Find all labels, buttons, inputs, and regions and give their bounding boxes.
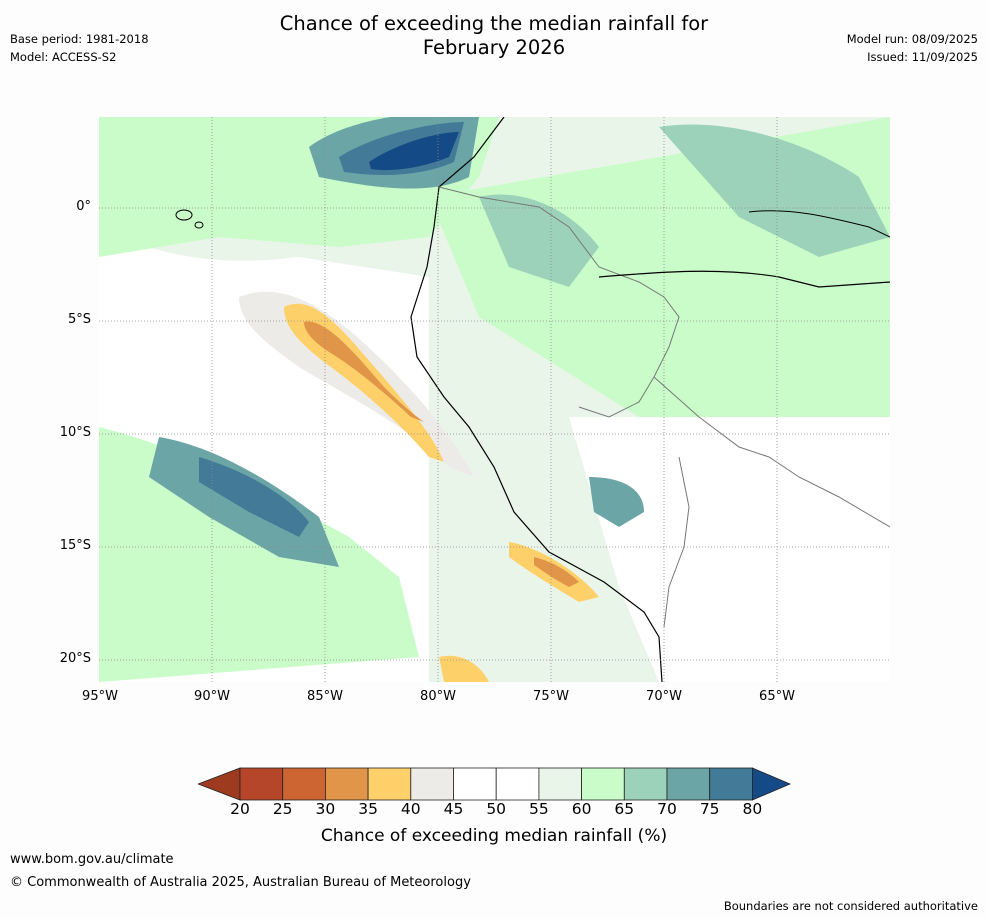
colorbar-tick-50: 50 xyxy=(486,800,507,818)
southwest-blue-core xyxy=(199,457,309,537)
colorbar-arrow-low xyxy=(198,767,241,801)
colorbar-tick-55: 55 xyxy=(529,800,549,818)
colorbar-tick-60: 60 xyxy=(571,800,592,818)
colorbar-cell-45 xyxy=(453,767,497,801)
colorbar-cell-20 xyxy=(239,767,284,801)
lon-label-70w: 70°W xyxy=(646,689,682,704)
copyright-text: © Commonwealth of Australia 2025, Austra… xyxy=(10,875,471,890)
colorbar-cell-70 xyxy=(666,767,711,801)
colorbar-cell-75 xyxy=(709,767,753,801)
lon-label-65w: 65°W xyxy=(759,689,795,704)
lat-label-0: 0° xyxy=(76,199,91,214)
north-blue-core xyxy=(369,132,459,171)
lat-label-20s: 20°S xyxy=(59,651,91,666)
galapagos-island xyxy=(175,209,193,221)
map-title: Chance of exceeding the median rainfall … xyxy=(0,12,988,60)
colorbar-cell-35 xyxy=(367,767,412,801)
altiplano-white xyxy=(569,417,890,682)
colorbar-tick-70: 70 xyxy=(657,800,677,818)
colorbar-cell-65 xyxy=(623,767,668,801)
country-border-east xyxy=(653,376,890,528)
colorbar-tick-20: 20 xyxy=(230,800,250,818)
base-period: Base period: 1981-2018 xyxy=(10,32,149,46)
colorbar-tick-45: 45 xyxy=(443,800,464,818)
colorbar-cell-40 xyxy=(410,767,454,801)
lon-label-85w: 85°W xyxy=(307,689,343,704)
far-south-dry xyxy=(439,655,489,682)
disclaimer-text: Boundaries are not considered authoritat… xyxy=(723,899,978,913)
graticule xyxy=(99,117,890,682)
lat-label-10s: 10°S xyxy=(59,425,91,440)
rainfall-map xyxy=(99,117,890,682)
colorbar-tick-65: 65 xyxy=(614,800,635,818)
colorbar-arrow-high xyxy=(752,767,792,801)
coastline xyxy=(410,117,663,682)
colorbar-tick-40: 40 xyxy=(400,800,421,818)
lon-label-90w: 90°W xyxy=(194,689,230,704)
lon-label-80w: 80°W xyxy=(420,689,456,704)
lat-label-5s: 5°S xyxy=(67,312,91,327)
model-run: Model run: 08/09/2025 xyxy=(846,32,978,46)
colorbar-cell-55 xyxy=(538,767,582,801)
amazon-river xyxy=(598,270,890,288)
colorbar-cell-50 xyxy=(495,767,540,801)
colorbar-tick-80: 80 xyxy=(742,800,763,818)
colorbar-tick-25: 25 xyxy=(272,800,293,818)
meta-left: Base period: 1981-2018 Model: ACCESS-S2 xyxy=(10,30,149,66)
colorbar-tick-35: 35 xyxy=(358,800,378,818)
altiplano-blue xyxy=(589,477,644,527)
colorbar-tick-30: 30 xyxy=(315,800,336,818)
lat-label-15s: 15°S xyxy=(59,538,91,553)
model-name: Model: ACCESS-S2 xyxy=(10,50,117,64)
galapagos-islet xyxy=(194,221,204,229)
lon-label-75w: 75°W xyxy=(533,689,569,704)
meta-right: Model run: 08/09/2025 Issued: 11/09/2025 xyxy=(847,30,978,66)
colorbar xyxy=(198,767,792,801)
coastal-dry-core xyxy=(304,321,424,422)
south-coast-dry-core xyxy=(534,557,579,587)
issued-date: Issued: 11/09/2025 xyxy=(867,50,978,64)
northeast-teal xyxy=(659,124,890,257)
map-panel xyxy=(99,117,890,682)
equator-teal xyxy=(479,194,599,287)
river-north xyxy=(748,210,890,238)
title-line-2: February 2026 xyxy=(422,36,566,59)
colorbar-cell-25 xyxy=(282,767,326,801)
colorbar-tick-75: 75 xyxy=(699,800,720,818)
lon-label-95w: 95°W xyxy=(82,689,118,704)
colorbar-label: Chance of exceeding median rainfall (%) xyxy=(320,826,668,846)
colorbar-cell-30 xyxy=(325,767,369,801)
website-link[interactable]: www.bom.gov.au/climate xyxy=(10,852,174,867)
title-line-1: Chance of exceeding the median rainfall … xyxy=(279,12,709,35)
colorbar-cell-60 xyxy=(581,767,625,801)
